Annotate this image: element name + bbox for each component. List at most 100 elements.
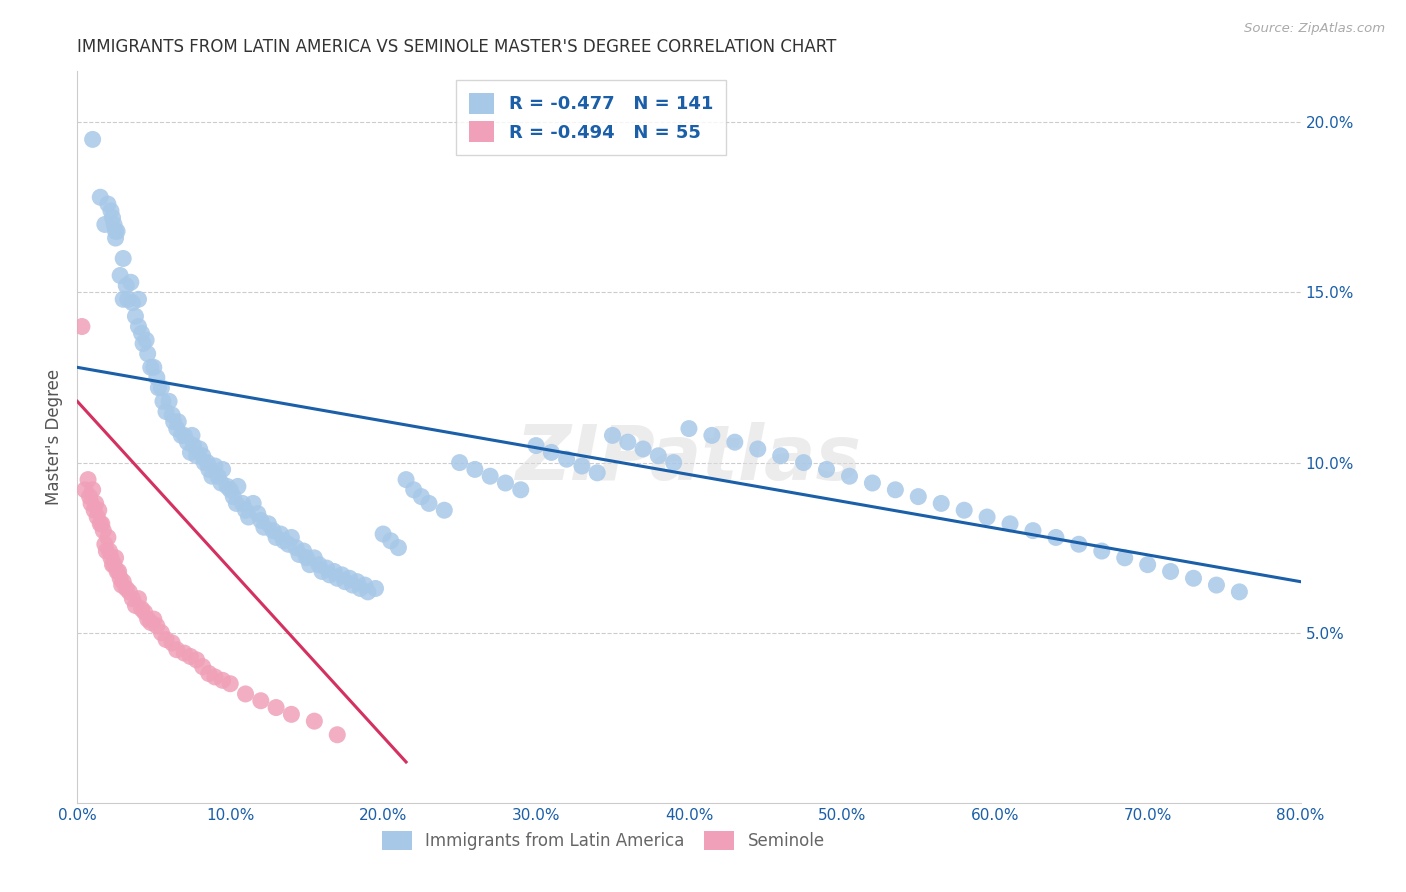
Point: [222, 490, 245, 504]
Point: [209, 475, 232, 490]
Point: [73, 483, 96, 497]
Point: [769, 449, 792, 463]
Point: [1160, 565, 1182, 579]
Point: [929, 496, 952, 510]
Point: [101, 211, 124, 225]
Point: [160, 636, 183, 650]
Point: [330, 567, 353, 582]
Point: [160, 408, 183, 422]
Point: [179, 649, 201, 664]
Point: [219, 677, 242, 691]
Point: [253, 520, 276, 534]
Point: [225, 496, 247, 510]
Point: [1091, 544, 1114, 558]
Y-axis label: Master's Degree: Master's Degree: [45, 369, 63, 505]
Point: [176, 435, 198, 450]
Point: [1045, 531, 1067, 545]
Point: [411, 490, 433, 504]
Point: [183, 439, 205, 453]
Point: [323, 565, 346, 579]
Point: [87, 503, 110, 517]
Point: [884, 483, 907, 497]
Point: [242, 496, 264, 510]
Point: [838, 469, 860, 483]
Point: [118, 585, 141, 599]
Point: [1182, 571, 1205, 585]
Point: [191, 659, 214, 673]
Point: [509, 483, 531, 497]
Legend: Immigrants from Latin America, Seminole: Immigrants from Latin America, Seminole: [375, 824, 831, 856]
Text: ZIPatlas: ZIPatlas: [516, 422, 862, 496]
Point: [250, 513, 273, 527]
Point: [333, 574, 356, 589]
Point: [495, 475, 517, 490]
Point: [586, 466, 609, 480]
Point: [907, 490, 929, 504]
Point: [238, 510, 260, 524]
Point: [111, 578, 134, 592]
Point: [127, 319, 149, 334]
Point: [464, 462, 486, 476]
Point: [204, 458, 226, 473]
Point: [195, 456, 218, 470]
Point: [201, 469, 224, 483]
Point: [264, 700, 287, 714]
Point: [346, 574, 368, 589]
Point: [211, 462, 233, 476]
Point: [273, 533, 295, 548]
Point: [311, 565, 333, 579]
Point: [127, 591, 149, 606]
Point: [103, 218, 125, 232]
Point: [167, 415, 190, 429]
Point: [479, 469, 502, 483]
Point: [100, 550, 122, 565]
Point: [747, 442, 769, 456]
Point: [1067, 537, 1090, 551]
Point: [295, 550, 318, 565]
Point: [387, 541, 409, 555]
Point: [662, 456, 685, 470]
Point: [724, 435, 747, 450]
Point: [104, 231, 127, 245]
Point: [235, 503, 257, 517]
Point: [121, 591, 143, 606]
Point: [433, 503, 456, 517]
Point: [292, 544, 315, 558]
Point: [96, 544, 118, 558]
Point: [700, 428, 723, 442]
Point: [77, 473, 100, 487]
Point: [285, 541, 308, 555]
Point: [124, 599, 146, 613]
Point: [349, 582, 371, 596]
Point: [104, 550, 127, 565]
Point: [198, 666, 221, 681]
Point: [524, 439, 547, 453]
Point: [139, 360, 162, 375]
Point: [82, 132, 104, 146]
Point: [142, 612, 165, 626]
Point: [136, 612, 159, 626]
Point: [89, 190, 111, 204]
Point: [70, 319, 93, 334]
Point: [112, 574, 135, 589]
Point: [953, 503, 976, 517]
Point: [1022, 524, 1045, 538]
Point: [82, 483, 104, 497]
Point: [976, 510, 998, 524]
Point: [186, 449, 208, 463]
Point: [100, 203, 122, 218]
Point: [231, 496, 253, 510]
Point: [127, 293, 149, 307]
Text: IMMIGRANTS FROM LATIN AMERICA VS SEMINOLE MASTER'S DEGREE CORRELATION CHART: IMMIGRANTS FROM LATIN AMERICA VS SEMINOL…: [77, 38, 837, 56]
Point: [91, 524, 114, 538]
Point: [353, 578, 375, 592]
Point: [142, 360, 165, 375]
Point: [166, 421, 188, 435]
Point: [1136, 558, 1159, 572]
Point: [207, 469, 229, 483]
Point: [326, 571, 349, 585]
Point: [148, 381, 170, 395]
Point: [304, 714, 326, 728]
Point: [79, 490, 101, 504]
Point: [1229, 585, 1251, 599]
